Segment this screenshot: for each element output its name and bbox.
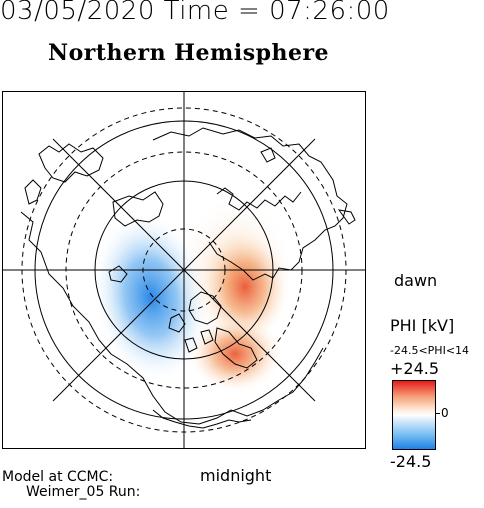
meridian-lines <box>3 92 365 448</box>
colorbar-zero-tick <box>435 413 440 414</box>
positive-potential-lobe <box>189 316 281 392</box>
colorbar-max-label: +24.5 <box>390 359 440 378</box>
colorbar-zero-label: 0 <box>441 406 449 420</box>
colorbar-title: PHI [kV] <box>390 316 455 335</box>
colorbar-min-label: -24.5 <box>390 452 432 471</box>
model-label: Model at CCMC: <box>2 469 114 485</box>
coastline-scandinavia <box>24 179 42 205</box>
midnight-label: midnight <box>200 466 272 485</box>
coastline-siberia-inlets <box>216 187 302 211</box>
potential-pattern <box>91 194 295 392</box>
polar-map <box>2 91 366 449</box>
coastline-svalbard <box>260 147 276 163</box>
coastline-arctic-islands <box>188 291 222 325</box>
dawn-label: dawn <box>394 271 438 290</box>
date-time-header: 03/05/2020 Time = 07:26:00 <box>0 0 390 26</box>
model-run-label: Weimer_05 Run: <box>26 484 141 500</box>
colorbar-range: -24.5<PHI<14 <box>390 344 470 357</box>
coastline-europe <box>38 143 104 183</box>
meridian-diagonal <box>52 138 316 402</box>
coastlines <box>20 127 356 429</box>
coastline-usa-border <box>152 409 252 429</box>
map-title: Northern Hemisphere <box>48 40 330 66</box>
coastline-north-america <box>20 211 324 425</box>
coastline-iceland <box>108 265 128 283</box>
coastline-greenland-cap <box>112 191 164 227</box>
coastline-archipelago <box>168 313 214 353</box>
colorbar <box>392 380 436 450</box>
coastline-kamchatka <box>337 209 356 225</box>
coastline-hudson-bay <box>214 327 258 369</box>
